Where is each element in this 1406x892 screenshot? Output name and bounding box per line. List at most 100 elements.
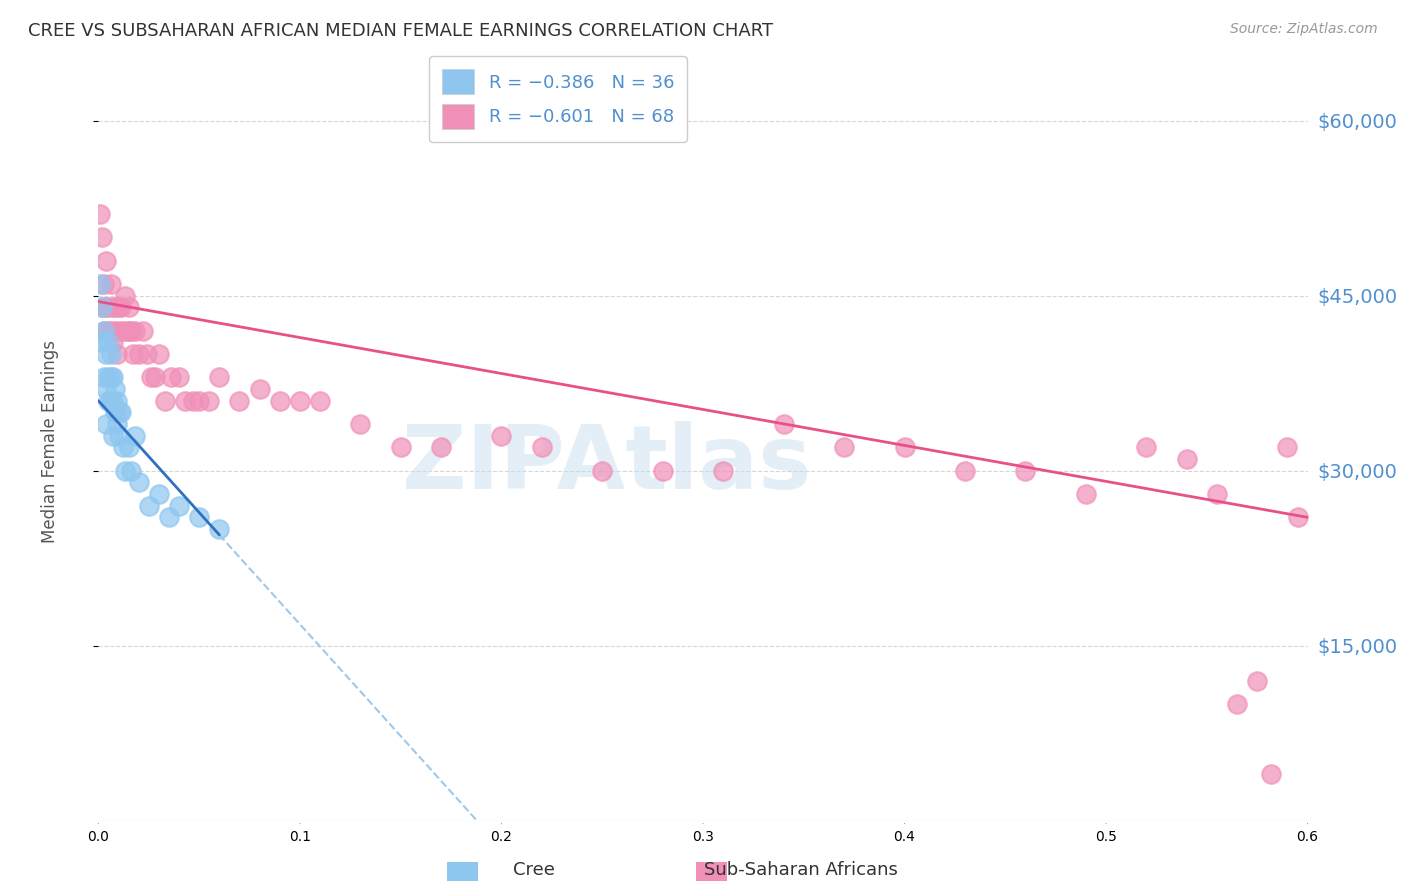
Point <box>157 510 180 524</box>
Point <box>1260 767 1282 781</box>
Point <box>148 487 170 501</box>
Point <box>114 289 136 303</box>
Point <box>100 393 122 408</box>
Point <box>118 301 141 315</box>
Point <box>97 393 120 408</box>
Point <box>107 405 129 419</box>
Point <box>124 324 146 338</box>
Point <box>228 393 250 408</box>
Point <box>89 277 111 291</box>
Point <box>101 335 124 350</box>
Point <box>105 393 128 408</box>
Point <box>100 324 122 338</box>
Point <box>97 301 120 315</box>
Point <box>1277 441 1299 455</box>
Point <box>97 324 120 338</box>
Point <box>1014 464 1036 478</box>
Point <box>110 301 132 315</box>
Point <box>249 382 271 396</box>
Point <box>120 324 142 338</box>
Point <box>96 417 118 431</box>
Point <box>107 428 129 442</box>
Text: Median Female Earnings: Median Female Earnings <box>41 340 59 543</box>
Point <box>208 370 231 384</box>
Point <box>114 464 136 478</box>
Point <box>115 324 138 338</box>
Point <box>96 253 118 268</box>
Point <box>101 301 124 315</box>
Point <box>1246 673 1268 688</box>
Point <box>96 301 118 315</box>
Point <box>198 393 221 408</box>
Point <box>430 441 453 455</box>
Text: Sub-Saharan Africans: Sub-Saharan Africans <box>704 861 898 879</box>
Point <box>188 393 211 408</box>
Point <box>110 405 132 419</box>
Point <box>128 347 150 361</box>
Point <box>111 441 134 455</box>
Point <box>491 428 513 442</box>
Point <box>128 475 150 490</box>
Point <box>100 370 122 384</box>
Point <box>107 301 129 315</box>
Point <box>167 499 190 513</box>
Point <box>93 370 115 384</box>
Point <box>711 464 734 478</box>
Text: ZIPAtlas: ZIPAtlas <box>402 421 811 508</box>
Point <box>101 370 124 384</box>
Point <box>96 382 118 396</box>
Point <box>100 277 122 291</box>
Point <box>288 393 311 408</box>
Point <box>91 301 114 315</box>
Point <box>93 277 115 291</box>
Point <box>1175 452 1198 467</box>
Text: Cree: Cree <box>513 861 555 879</box>
Point <box>153 393 176 408</box>
Point <box>118 324 141 338</box>
Point <box>1206 487 1229 501</box>
Point <box>111 324 134 338</box>
Point <box>135 347 157 361</box>
Point <box>103 301 125 315</box>
Point <box>208 522 231 536</box>
Point <box>181 393 204 408</box>
Point <box>120 464 142 478</box>
Point <box>107 324 129 338</box>
Point <box>167 370 190 384</box>
Point <box>1286 510 1309 524</box>
Point <box>93 324 115 338</box>
Point <box>1226 697 1249 711</box>
Point <box>160 370 183 384</box>
Point <box>953 464 976 478</box>
Point <box>105 347 128 361</box>
Point <box>132 324 155 338</box>
Point <box>1074 487 1097 501</box>
Point <box>309 393 332 408</box>
Point <box>269 393 291 408</box>
Point <box>97 335 120 350</box>
Point <box>143 370 166 384</box>
Point <box>651 464 673 478</box>
Point <box>100 347 122 361</box>
Point <box>93 324 115 338</box>
Point <box>174 393 197 408</box>
Point <box>188 510 211 524</box>
Legend: R = −0.386   N = 36, R = −0.601   N = 68: R = −0.386 N = 36, R = −0.601 N = 68 <box>429 56 686 142</box>
Point <box>121 347 143 361</box>
Point <box>530 441 553 455</box>
Point <box>1135 441 1157 455</box>
Point <box>101 428 124 442</box>
Point <box>96 347 118 361</box>
Point <box>148 347 170 361</box>
Point <box>101 393 124 408</box>
Point <box>91 230 114 244</box>
Point <box>124 428 146 442</box>
Point <box>97 370 120 384</box>
Point <box>103 405 125 419</box>
Point <box>832 441 855 455</box>
Point <box>91 301 114 315</box>
Text: CREE VS SUBSAHARAN AFRICAN MEDIAN FEMALE EARNINGS CORRELATION CHART: CREE VS SUBSAHARAN AFRICAN MEDIAN FEMALE… <box>28 22 773 40</box>
Point <box>389 441 412 455</box>
Point <box>138 499 160 513</box>
Point <box>91 335 114 350</box>
